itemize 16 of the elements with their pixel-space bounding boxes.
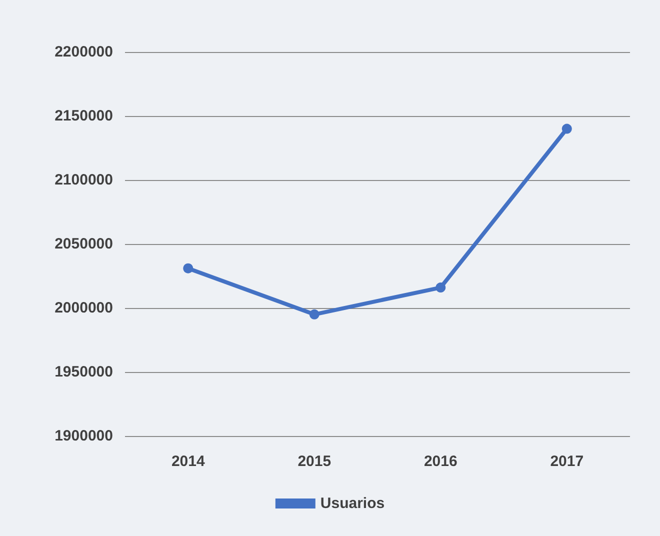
y-tick-label: 2100000	[54, 172, 113, 188]
x-tick-label: 2014	[171, 453, 206, 470]
y-tick-label: 2000000	[54, 300, 113, 316]
point	[309, 309, 320, 320]
y-tick-label: 2200000	[54, 44, 113, 60]
x-tick-label: 2015	[298, 453, 332, 470]
point	[562, 124, 572, 134]
y-tick-label: 2050000	[54, 236, 113, 252]
point	[183, 263, 194, 274]
point	[436, 282, 446, 293]
y-tick-label: 1900000	[54, 428, 113, 444]
x-tick-label: 2016	[424, 453, 458, 470]
y-tick-label: 2150000	[54, 108, 113, 124]
y-tick-label: 1950000	[54, 364, 113, 380]
legend-label: Usuarios	[320, 495, 385, 512]
x-tick-label: 2017	[550, 453, 584, 470]
